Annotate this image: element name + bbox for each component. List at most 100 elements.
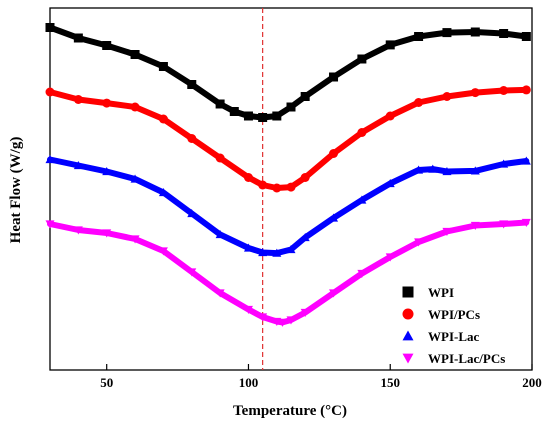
data-point [385,179,395,188]
x-tick-label: 100 [239,375,259,390]
data-point [385,111,395,121]
data-point [300,92,310,101]
data-point [272,183,282,193]
x-axis-ticks: 50 100 150 200 [100,364,542,390]
data-point [102,229,112,238]
data-point [130,50,140,59]
data-point [442,167,452,176]
data-point [73,95,83,104]
data-point [521,218,531,227]
plot-frame [49,7,533,371]
legend-marker [402,286,414,298]
data-point [243,305,253,314]
data-point [258,248,268,257]
data-point [277,318,287,327]
data-point [272,248,282,257]
series-line [47,86,530,191]
data-point [385,40,395,50]
legend-label: WPI-Lac/PCs [428,351,505,366]
data-point [130,102,140,112]
data-point [414,32,424,41]
legend-marker [402,330,414,341]
legend-label: WPI [428,285,454,300]
x-axis-label: Temperature (°C) [233,403,347,419]
data-point [73,226,83,235]
legend-label: WPI/PCs [428,307,480,322]
data-point [521,85,531,95]
data-point [499,220,509,229]
data-point [414,238,424,247]
data-point [470,88,480,98]
data-point [442,227,452,236]
data-point [102,41,112,50]
legend-item: WPI-Lac [402,329,480,344]
data-point [470,27,480,37]
data-point [300,173,310,182]
data-point [329,149,339,158]
data-point [215,230,225,239]
data-point [45,155,55,164]
data-point [187,80,197,89]
data-point [499,29,509,38]
data-point [329,213,339,222]
data-point [73,161,83,170]
data-point [258,313,268,322]
data-point [442,92,452,101]
x-tick-label: 150 [380,375,400,390]
data-point [258,180,268,190]
data-point [414,165,424,174]
data-point [329,289,339,298]
data-point [187,134,197,143]
data-point [272,111,282,121]
data-point [243,111,253,121]
data-point [215,289,225,298]
legend-item: WPI/PCs [402,307,480,322]
data-point [45,23,55,32]
data-point [243,173,253,182]
data-point [102,98,112,108]
data-point [357,128,367,137]
x-tick-label: 200 [522,375,542,390]
series-wpi [45,23,531,122]
data-point [243,243,253,252]
data-point [414,98,424,107]
x-tick-label: 50 [100,375,113,390]
y-axis-label: Heat Flow (W/g) [8,137,24,244]
data-point [442,28,452,38]
data-point [286,102,296,112]
data-point [357,269,367,278]
data-point [158,114,168,124]
data-point [300,233,310,242]
data-point [357,195,367,204]
data-point [158,188,168,197]
data-point [229,107,239,116]
data-point [187,268,197,277]
series-wpi-lac [45,155,531,257]
data-point [521,156,531,165]
data-point [158,247,168,256]
data-point [187,209,197,218]
data-point [45,220,55,229]
legend-item: WPI [402,285,454,300]
data-point [130,235,140,244]
data-point [499,159,509,168]
data-point [45,87,55,97]
data-point [286,316,296,325]
data-point [130,174,140,183]
data-point [385,253,395,262]
data-point [470,166,480,175]
data-point [357,54,367,64]
data-point [215,99,225,109]
data-point [470,221,480,230]
data-point [286,245,296,254]
series-layer [45,23,531,327]
data-point [300,308,310,317]
data-point [73,33,83,43]
data-point [215,153,225,163]
series-wpi-pcs [45,85,531,193]
data-point [499,86,509,95]
data-point [158,62,168,71]
data-point [428,164,438,173]
data-point [286,182,296,192]
legend-marker [402,308,414,320]
